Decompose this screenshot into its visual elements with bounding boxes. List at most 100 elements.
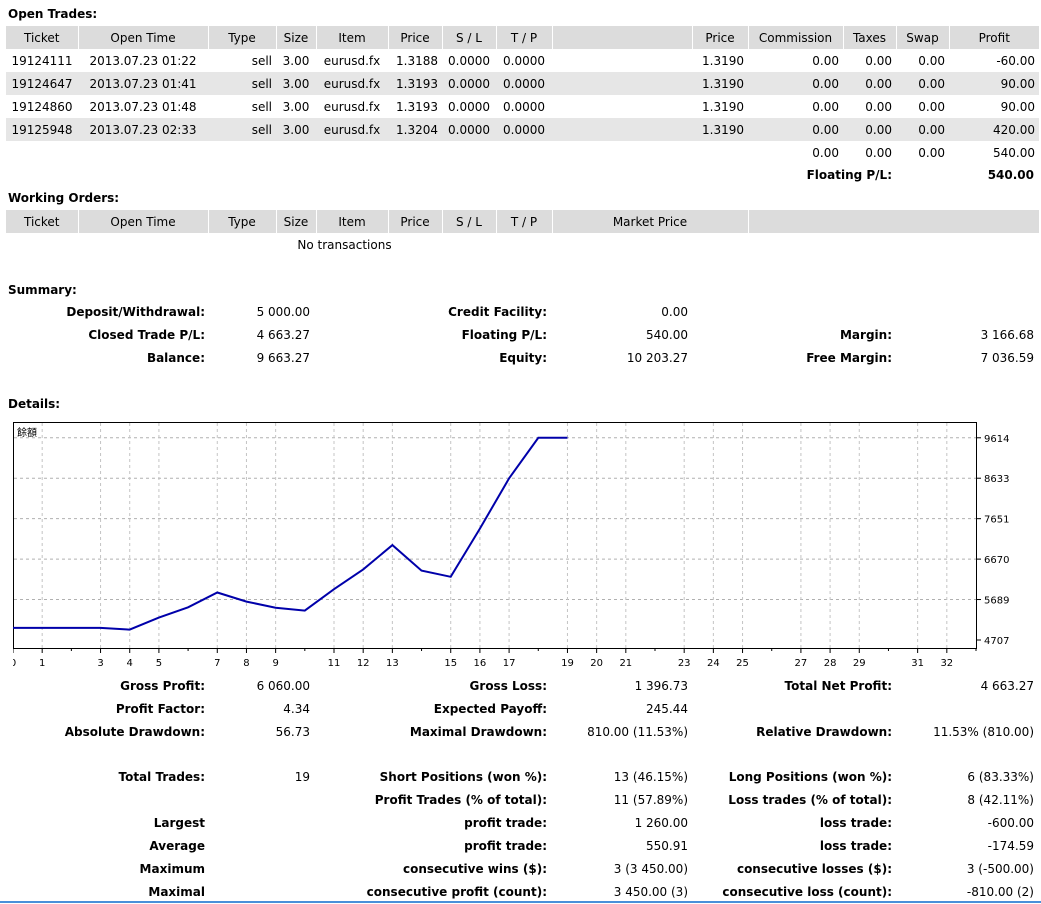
working-orders-header-cell[interactable]: S / L bbox=[441, 210, 496, 233]
open-trades-header-cell[interactable]: Item bbox=[315, 26, 388, 49]
chart-y-tick-label: 7651 bbox=[984, 515, 1009, 526]
open-trade-cell: 1.3188 bbox=[396, 53, 438, 68]
open-trade-cell: 1.3193 bbox=[396, 99, 438, 114]
open-trade-cell: 0.00 bbox=[896, 118, 949, 141]
chart-x-tick-label: 9 bbox=[272, 658, 278, 669]
open-trade-cell: 2013.07.23 02:33 bbox=[78, 118, 208, 141]
working-orders-header-cell[interactable]: T / P bbox=[495, 210, 552, 233]
maximum-label: Maximum bbox=[139, 862, 205, 876]
open-trade-cell: -60.00 bbox=[996, 53, 1035, 68]
profit-factor-value: 4.34 bbox=[283, 702, 310, 716]
total-net-label: Total Net Profit: bbox=[784, 679, 892, 693]
largest-loss-label: loss trade: bbox=[819, 816, 892, 830]
open-trades-header-cell[interactable] bbox=[551, 26, 692, 49]
chart-x-tick-label: 0 bbox=[13, 658, 16, 669]
open-trade-cell bbox=[552, 118, 692, 141]
absolute-drawdown-label: Absolute Drawdown: bbox=[64, 725, 205, 739]
open-trades-header-cell[interactable]: Open Time bbox=[77, 26, 208, 49]
open-trade-cell: 0.00 bbox=[896, 72, 949, 95]
absolute-drawdown-value: 56.73 bbox=[275, 725, 310, 739]
open-trade-cell: 1.3190 bbox=[702, 53, 744, 68]
chart-y-tick-label: 5689 bbox=[984, 596, 1009, 607]
chart-x-tick-label: 24 bbox=[707, 658, 720, 669]
maximal-drawdown-label: Maximal Drawdown: bbox=[409, 725, 547, 739]
open-trade-cell: 0.00 bbox=[812, 53, 839, 68]
open-trade-cell: 3.00 bbox=[276, 72, 316, 95]
total-trades-value: 19 bbox=[294, 770, 310, 784]
open-trades-header-cell[interactable]: Taxes bbox=[842, 26, 896, 49]
maximal-label: Maximal bbox=[148, 885, 205, 899]
open-trade-cell: eurusd.fx bbox=[323, 53, 381, 68]
maximal-drawdown-value: 810.00 (11.53%) bbox=[587, 725, 688, 739]
open-trades-header-cell[interactable]: Swap bbox=[895, 26, 949, 49]
chart-x-tick-label: 31 bbox=[911, 658, 924, 669]
chart-y-axis: 4707 5689 6670 7651 8633 9614 bbox=[976, 434, 1009, 647]
open-trade-cell: sell bbox=[251, 53, 272, 68]
working-orders-header-cell[interactable]: Market Price bbox=[551, 210, 748, 233]
open-trade-cell: 3.00 bbox=[282, 99, 310, 114]
deposit-value: 5 000.00 bbox=[256, 305, 310, 319]
open-trade-cell: 1.3204 bbox=[388, 118, 442, 141]
balance-value: 9 663.27 bbox=[256, 351, 310, 365]
open-trade-cell: 0.00 bbox=[748, 72, 843, 95]
working-orders-header-cell[interactable]: Size bbox=[275, 210, 316, 233]
credit-label: Credit Facility: bbox=[448, 305, 547, 319]
open-trade-cell: 2013.07.23 01:22 bbox=[89, 53, 197, 68]
open-trade-row[interactable]: 19124647 2013.07.23 01:41 sell 3.00 eurusd.f… bbox=[6, 72, 1039, 95]
open-trades-header-cell[interactable]: Commission bbox=[747, 26, 843, 49]
working-orders-header-cell[interactable]: Item bbox=[315, 210, 388, 233]
open-trades-header-cell[interactable]: Type bbox=[207, 26, 276, 49]
largest-profit-value: 1 260.00 bbox=[634, 816, 688, 830]
maximal-loss-value: -810.00 (2) bbox=[966, 885, 1034, 899]
gross-loss-label: Gross Loss: bbox=[469, 679, 547, 693]
open-trade-cell: eurusd.fx bbox=[316, 118, 388, 141]
open-trades-header-cell[interactable]: Price bbox=[691, 26, 748, 49]
open-trades-header-cell[interactable]: S / L bbox=[441, 26, 496, 49]
open-trade-cell: 0.00 bbox=[918, 53, 945, 68]
free-margin-label: Free Margin: bbox=[806, 351, 892, 365]
total-trades-label: Total Trades: bbox=[118, 770, 205, 784]
total-net-value: 4 663.27 bbox=[980, 679, 1034, 693]
open-floating-label: Floating P/L: bbox=[806, 168, 892, 182]
open-trade-cell: 0.00 bbox=[812, 99, 839, 114]
open-trades-header-cell[interactable]: Ticket bbox=[6, 26, 78, 49]
open-trade-cell: 0.00 bbox=[748, 118, 843, 141]
working-orders-header-cell[interactable]: Price bbox=[387, 210, 442, 233]
open-trades-total-swap: 0.00 bbox=[918, 145, 945, 160]
open-trades-header-cell[interactable]: Price bbox=[387, 26, 442, 49]
open-trades-totals-row: 0.00 0.00 0.00 540.00 bbox=[6, 141, 1039, 164]
open-trades-header-cell[interactable]: Profit bbox=[948, 26, 1039, 49]
open-trades-header-cell[interactable]: Size bbox=[275, 26, 316, 49]
open-trade-cell: 0.0000 bbox=[448, 53, 490, 68]
chart-plot-area bbox=[13, 422, 977, 649]
chart-x-axis: 0134578911121315161719202123242527282931… bbox=[13, 648, 977, 669]
chart-x-tick-label: 12 bbox=[357, 658, 370, 669]
open-trade-cell: 0.0000 bbox=[503, 53, 545, 68]
open-trades-header-cell[interactable]: T / P bbox=[495, 26, 552, 49]
open-trade-row[interactable]: 19124111 2013.07.23 01:22 sell 3.00 eurusd.f… bbox=[6, 49, 1039, 72]
working-orders-header-cell[interactable]: Ticket bbox=[6, 210, 78, 233]
chart-x-tick-label: 29 bbox=[853, 658, 866, 669]
summary-floating-value: 540.00 bbox=[646, 328, 688, 342]
chart-x-tick-label: 23 bbox=[678, 658, 691, 669]
chart-y-tick-label: 8633 bbox=[984, 474, 1009, 485]
working-orders-header-cell[interactable]: Open Time bbox=[77, 210, 208, 233]
profit-trades-value: 11 (57.89%) bbox=[613, 793, 688, 807]
open-trade-cell: 2013.07.23 01:48 bbox=[89, 99, 197, 114]
open-floating-value: 540.00 bbox=[987, 168, 1034, 182]
chart-x-tick-label: 13 bbox=[386, 658, 399, 669]
window-bottom-border bbox=[0, 901, 1041, 903]
open-trade-cell: 0.00 bbox=[843, 72, 896, 95]
max-losses-label: consecutive losses ($): bbox=[736, 862, 892, 876]
average-loss-value: -174.59 bbox=[987, 839, 1034, 853]
chart-grid bbox=[14, 423, 976, 648]
working-orders-header-cell[interactable] bbox=[747, 210, 1039, 233]
open-trade-row[interactable]: 19125948 2013.07.23 02:33 sell 3.00 eurusd.f… bbox=[6, 118, 1039, 141]
gross-loss-value: 1 396.73 bbox=[634, 679, 688, 693]
working-orders-header-cell[interactable]: Type bbox=[207, 210, 276, 233]
open-trade-row[interactable]: 19124860 2013.07.23 01:48 sell 3.00 eurusd.f… bbox=[6, 95, 1039, 118]
summary-title: Summary: bbox=[8, 283, 77, 297]
free-margin-value: 7 036.59 bbox=[980, 351, 1034, 365]
max-wins-value: 3 (3 450.00) bbox=[613, 862, 688, 876]
